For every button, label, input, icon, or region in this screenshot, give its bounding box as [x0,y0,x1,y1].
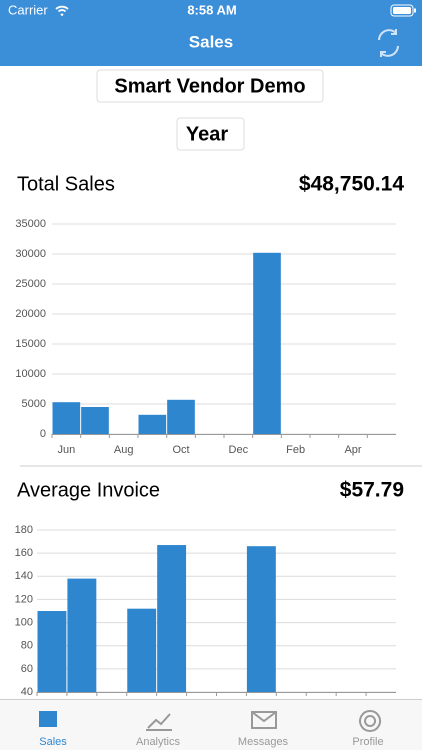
x-tick-label: Aug [114,444,134,456]
vendor-selector[interactable] [96,69,324,103]
tab-label[interactable]: Analytics [136,736,181,748]
chart: 40 60 80 100 120 140 160 180 [15,524,396,698]
period-selector[interactable] [176,117,245,151]
tab-icon [359,710,382,732]
y-tick-label: 120 [15,593,33,605]
y-tick-label: 5000 [22,398,46,410]
y-tick-label: 30000 [15,248,46,260]
tab-bar [0,699,422,750]
tab-label[interactable]: Sales [39,736,67,748]
bar [157,545,187,692]
nav-title: Sales [189,32,233,51]
y-tick-label: 25000 [15,278,46,290]
bar [52,402,81,434]
carrier: Carrier [8,2,48,17]
nav-bar [0,0,422,66]
y-tick-label: 80 [21,640,33,652]
refresh-button[interactable] [378,29,399,57]
y-tick-label: 0 [40,428,46,440]
bar [167,399,195,434]
y-tick-label: 40 [21,686,33,698]
x-tick-label: Feb [286,444,305,456]
bar [81,407,109,434]
bar [127,608,157,692]
x-tick-label: Dec [229,444,249,456]
y-tick-label: 140 [15,570,33,582]
y-tick-label: 160 [15,547,33,559]
y-tick-label: 35000 [15,218,46,230]
tab-icon [39,711,57,727]
x-tick-label: Jun [57,444,75,456]
wifi-icon [55,5,69,17]
vendor-name: Smart Vendor Demo [114,75,305,97]
tab-icon [251,711,277,729]
y-tick-label: 15000 [15,338,46,350]
chart-title: Average Invoice [17,479,160,501]
bar [67,578,97,692]
y-tick-label: 100 [15,616,33,628]
bar [138,414,167,434]
chart-total: $48,750.14 [299,173,404,196]
y-tick-label: 180 [15,524,33,536]
battery-icon [390,4,416,17]
chart-title: Total Sales [17,173,115,195]
tab-icon [146,713,172,731]
y-tick-label: 60 [21,663,33,675]
bar [246,546,276,692]
period: Year [186,123,228,145]
tab-label[interactable]: Messages [238,736,289,748]
clock: 8:58 AM [187,2,236,17]
bar [37,611,67,692]
y-tick-label: 20000 [15,308,46,320]
bar [253,252,281,434]
x-tick-label: Apr [344,444,361,456]
chart: 0 5000 10000 15000 20000 25000 30000 35000 Jun Au… [15,218,396,456]
chart-total: $57.79 [340,479,404,502]
y-tick-label: 10000 [15,368,46,380]
x-tick-label: Oct [172,444,189,456]
tab-label[interactable]: Profile [352,736,383,748]
